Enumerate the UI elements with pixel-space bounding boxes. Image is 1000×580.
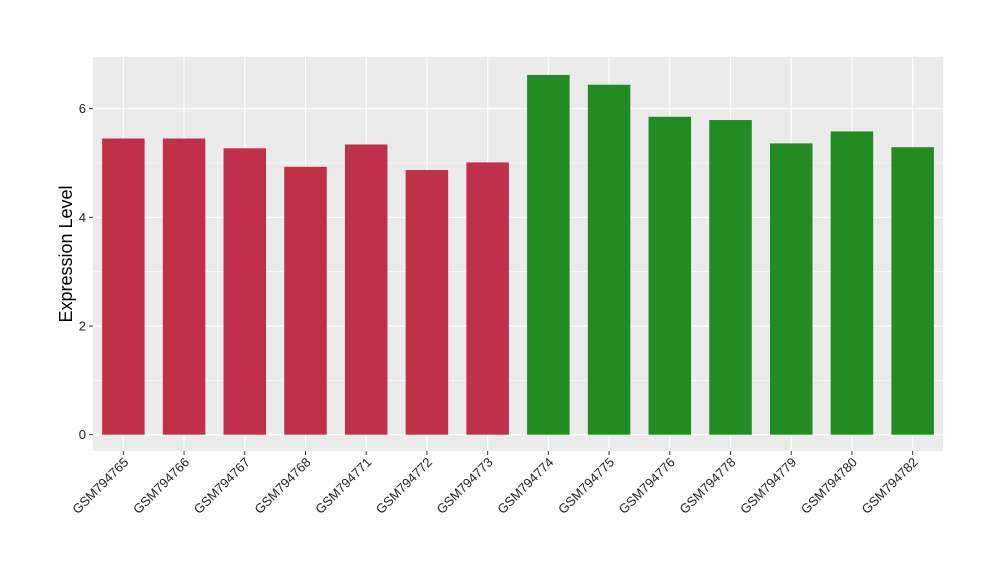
plot-panel	[93, 57, 943, 451]
x-tick-label: GSM794776	[616, 455, 678, 517]
y-axis: 0 2 4 6	[79, 101, 93, 442]
x-tick-label: GSM794782	[859, 455, 921, 517]
y-axis-title: Expression Level	[56, 185, 76, 322]
bar	[466, 162, 509, 435]
x-tick-label: GSM794765	[69, 455, 131, 517]
x-axis: GSM794765GSM794766GSM794767GSM794768GSM7…	[69, 451, 921, 517]
bar	[102, 138, 145, 435]
bar	[587, 84, 631, 435]
bars	[102, 74, 934, 435]
x-tick-label: GSM794772	[373, 455, 435, 517]
bar	[709, 120, 752, 435]
bar	[527, 74, 570, 435]
x-tick-label: GSM794768	[251, 455, 313, 517]
y-tick-label: 6	[79, 101, 86, 116]
x-tick-label: GSM794774	[494, 455, 556, 517]
bar	[162, 138, 206, 435]
x-tick-label: GSM794773	[434, 455, 496, 517]
x-tick-label: GSM794780	[798, 455, 860, 517]
x-tick-label: GSM794775	[555, 455, 617, 517]
bar	[344, 144, 388, 435]
x-tick-label: GSM794767	[191, 455, 253, 517]
bar	[830, 131, 874, 435]
bar	[648, 116, 692, 435]
bar	[405, 170, 449, 435]
bar	[769, 143, 813, 435]
x-tick-label: GSM794771	[312, 455, 374, 517]
bar	[223, 148, 267, 435]
x-tick-label: GSM794779	[737, 455, 799, 517]
x-tick-label: GSM794778	[676, 455, 738, 517]
bar	[284, 166, 327, 435]
y-tick-label: 0	[79, 427, 86, 442]
bar	[891, 147, 934, 435]
x-tick-label: GSM794766	[130, 455, 192, 517]
y-tick-label: 2	[79, 319, 86, 334]
y-tick-label: 4	[79, 210, 86, 225]
